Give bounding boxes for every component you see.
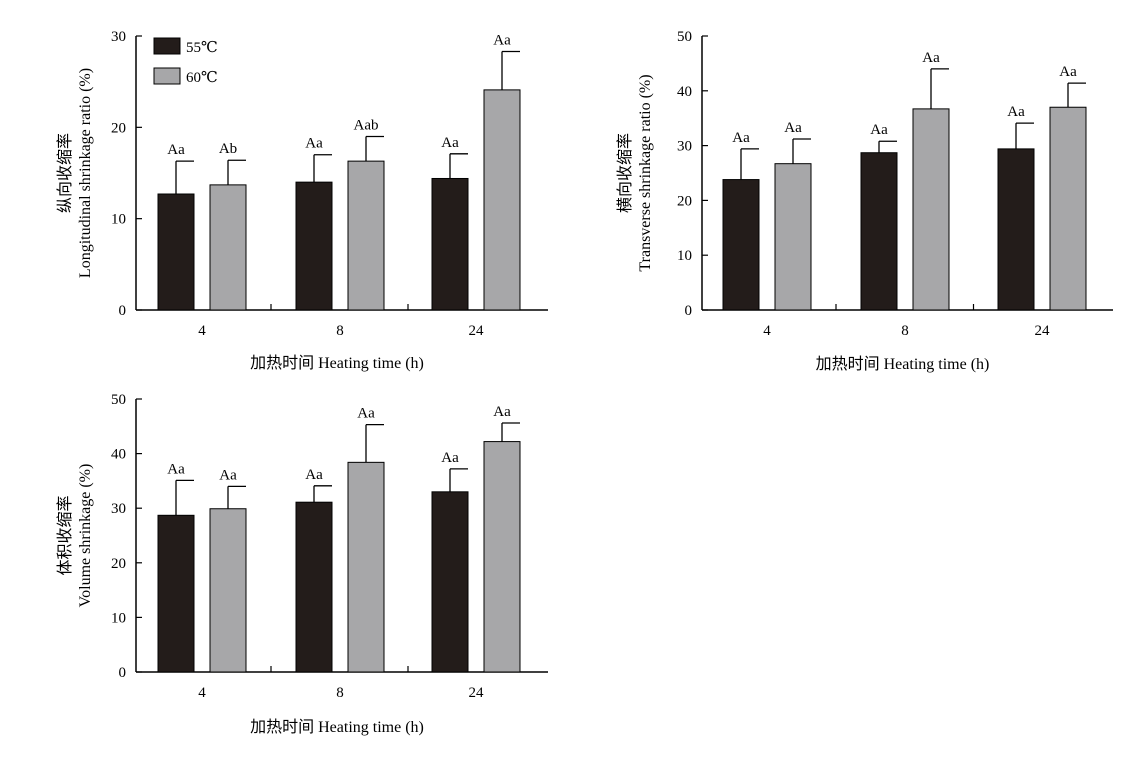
data-label: Aa [219, 467, 237, 483]
chart-panel-2: 0 10 20 30 40 50 4 8 24 Aa Aa Aa Aa Aa Aa 加热时间 Heating … [616, 29, 1113, 373]
y-tick-label: 20 [677, 193, 692, 209]
y-tick-label: 0 [119, 665, 127, 681]
bar [295, 501, 333, 673]
data-label: Aa [493, 33, 511, 49]
bar [157, 514, 195, 673]
y-axis-label: 体积收缩率 Volume shrinkage (%) [56, 464, 94, 608]
bar [209, 184, 247, 311]
bar [209, 508, 247, 673]
y-tick-label: 50 [111, 392, 126, 408]
y-tick-label: 0 [119, 303, 127, 319]
y-tick-label: 20 [111, 120, 126, 136]
y-axis-label-en: Volume shrinkage (%) [77, 464, 94, 608]
bar [483, 441, 521, 673]
bar [1049, 106, 1087, 311]
x-tick-label: 8 [336, 685, 344, 701]
chart-panel-3: 0 10 20 30 40 50 4 8 24 Aa Aa Aa Aa Aa Aa 加热时间 Heating … [56, 392, 548, 736]
data-label: Aa [870, 122, 888, 138]
y-tick-label: 20 [111, 556, 126, 572]
x-axis-label: 加热时间 Heating time (h) [250, 718, 424, 736]
legend-entry: 60℃ [186, 70, 218, 86]
bar [912, 108, 950, 311]
y-tick-label: 50 [677, 29, 692, 45]
bar [431, 491, 469, 673]
data-label: Aa [357, 406, 375, 422]
chart-panel-1: 0 10 20 30 4 8 24 Aa Aa Aa Ab Aab Aa 加热时间 Heating tim… [56, 29, 548, 372]
data-label: Aa [1059, 64, 1077, 80]
bar [431, 177, 469, 311]
x-tick-label: 8 [901, 323, 909, 339]
y-tick-label: 10 [677, 248, 692, 264]
y-tick-label: 0 [685, 303, 693, 319]
data-label: Aa [305, 467, 323, 483]
data-label: Aa [784, 120, 802, 136]
x-tick-label: 4 [763, 323, 771, 339]
x-axis-label: 加热时间 Heating time (h) [250, 354, 424, 372]
data-label: Aa [732, 130, 750, 146]
data-label: Aab [354, 117, 379, 133]
x-tick-label: 24 [469, 685, 485, 701]
data-label: Aa [167, 461, 185, 477]
data-label: Aa [167, 142, 185, 158]
y-axis-label-cn: 纵向收缩率 [56, 133, 74, 213]
y-tick-label: 10 [111, 212, 126, 228]
bar [774, 163, 812, 311]
x-tick-label: 24 [469, 323, 485, 339]
y-tick-label: 30 [677, 139, 692, 155]
legend-swatch [153, 37, 181, 55]
bar [157, 193, 195, 311]
data-label: Aa [305, 136, 323, 152]
data-label: Aa [1007, 104, 1025, 120]
bar [997, 148, 1035, 311]
y-axis-label-cn: 体积收缩率 [56, 495, 74, 575]
data-label: Aa [441, 450, 459, 466]
x-tick-label: 4 [198, 323, 206, 339]
y-tick-label: 30 [111, 501, 126, 517]
data-label: Aa [441, 135, 459, 151]
x-tick-label: 8 [336, 323, 344, 339]
y-axis-label: 纵向收缩率 Longitudinal shrinkage ratio (%) [56, 68, 94, 278]
x-tick-label: 4 [198, 685, 206, 701]
y-axis-label-cn: 横向收缩率 [616, 133, 634, 213]
y-tick-label: 10 [111, 610, 126, 626]
bar [483, 89, 521, 311]
bar [347, 461, 385, 673]
x-tick-label: 24 [1035, 323, 1051, 339]
legend-swatch [153, 67, 181, 85]
y-axis-label-en: Longitudinal shrinkage ratio (%) [77, 68, 94, 278]
data-label: Aa [922, 50, 940, 66]
legend-entry: 55℃ [186, 40, 218, 56]
bar [295, 181, 333, 311]
data-label: Aa [493, 404, 511, 420]
y-tick-label: 40 [111, 447, 126, 463]
y-tick-label: 40 [677, 84, 692, 100]
bar [347, 160, 385, 311]
data-label: Ab [219, 141, 237, 157]
bar [722, 179, 760, 311]
y-axis-label-en: Transverse shrinkage ratio (%) [637, 74, 654, 271]
x-axis-label: 加热时间 Heating time (h) [816, 355, 990, 373]
y-axis-label: 横向收缩率 Transverse shrinkage ratio (%) [616, 74, 654, 271]
bar [860, 152, 898, 311]
y-tick-label: 30 [111, 29, 126, 45]
